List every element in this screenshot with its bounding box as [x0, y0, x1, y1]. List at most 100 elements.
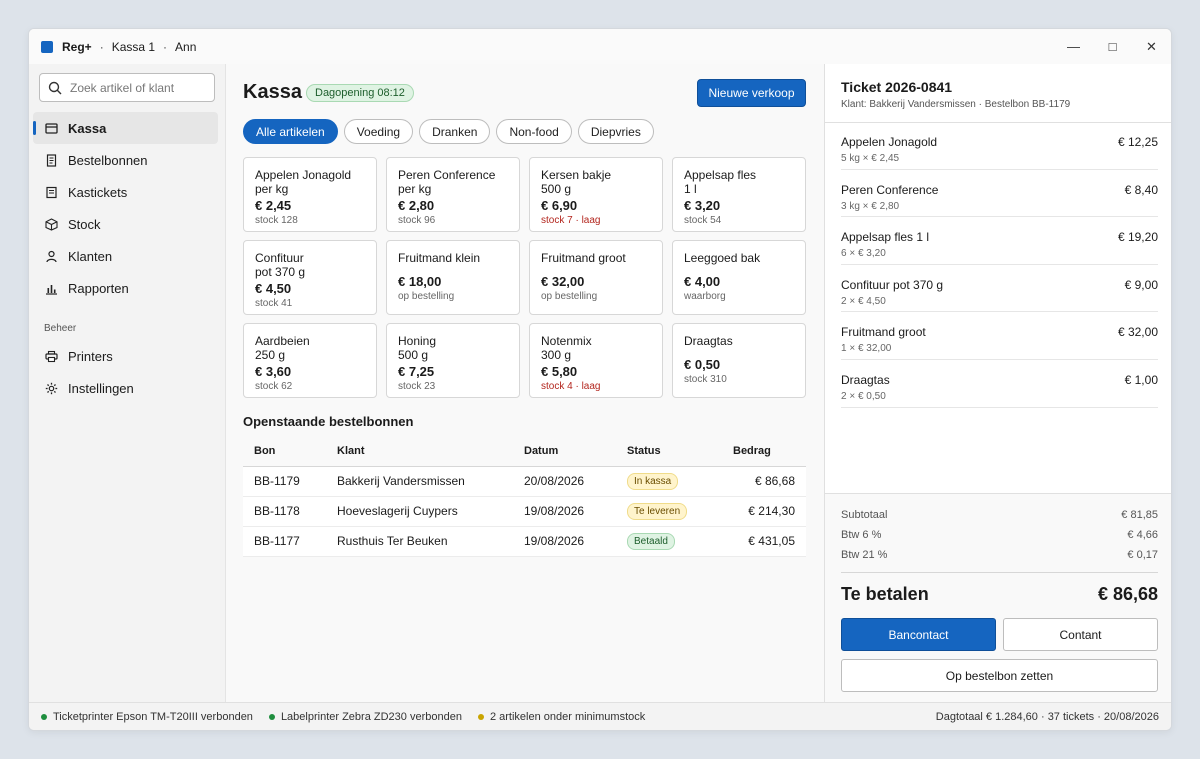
- user-name: Ann: [175, 39, 197, 54]
- line-detail: 2 × € 4,50: [841, 295, 886, 307]
- product-stock: waarborg: [684, 291, 726, 302]
- ticket-line[interactable]: Confituur pot 370 g 2 × € 4,50 € 9,00: [841, 265, 1158, 313]
- product-stock: op bestelling: [398, 291, 455, 302]
- table-row[interactable]: BB-1178 Hoeveslagerij Cuypers 19/08/2026…: [243, 496, 806, 527]
- order-date: 20/08/2026: [513, 466, 616, 497]
- total-value: € 86,68: [1097, 584, 1158, 604]
- day-total: Dagtotaal € 1.284,60 · 37 tickets · 20/0…: [935, 711, 1159, 723]
- column-header-bedrag[interactable]: Bedrag: [722, 436, 806, 467]
- product-grid: Appelen Jonagold per kg € 2,45 stock 128 P…: [243, 157, 806, 398]
- product-card[interactable]: Fruitmand groot € 32,00 op bestelling: [529, 240, 663, 315]
- table-row[interactable]: BB-1179 Bakkerij Vandersmissen 20/08/202…: [243, 466, 806, 497]
- search-input[interactable]: [70, 80, 200, 95]
- ticket-line[interactable]: Draagtas 2 × € 0,50 € 1,00: [841, 360, 1158, 408]
- search-box[interactable]: [39, 73, 215, 102]
- product-stock-low: stock 7 · laag: [541, 215, 601, 226]
- product-name: Appelsap fles 1 l: [684, 168, 757, 196]
- ticket-line[interactable]: Appelen Jonagold 5 kg × € 2,45 € 12,25: [841, 122, 1158, 170]
- table-header-row: Bon Klant Datum Status Bedrag: [243, 436, 806, 467]
- line-name: Peren Conference: [841, 182, 939, 197]
- new-sale-button[interactable]: Nieuwe verkoop: [697, 79, 806, 107]
- warning-dot-icon: [477, 713, 484, 720]
- sidebar-item-klanten[interactable]: Klanten: [33, 240, 218, 272]
- filter-chip-dranken[interactable]: Dranken: [419, 119, 491, 144]
- order-status-cell: In kassa: [616, 466, 722, 497]
- product-card[interactable]: Kersen bakje 500 g € 6,90 stock 7 · laag: [529, 157, 663, 232]
- open-orders-title: Openstaande bestelbonnen: [243, 414, 414, 429]
- put-on-order-button[interactable]: Op bestelbon zetten: [841, 659, 1158, 692]
- order-id: BB-1178: [243, 496, 326, 527]
- ticket-lines: Appelen Jonagold 5 kg × € 2,45 € 12,25 Per…: [841, 122, 1158, 408]
- product-card[interactable]: Notenmix 300 g € 5,80 stock 4 · laag: [529, 323, 663, 398]
- line-amount: € 9,00: [1124, 277, 1158, 292]
- sidebar-item-stock[interactable]: Stock: [33, 208, 218, 240]
- sidebar-item-rapporten[interactable]: Rapporten: [33, 272, 218, 304]
- sidebar-item-kastickets[interactable]: Kastickets: [33, 176, 218, 208]
- box-icon: [45, 217, 58, 231]
- column-header-status[interactable]: Status: [616, 436, 722, 467]
- order-status-cell: Te leveren: [616, 496, 722, 527]
- pay-cash-button[interactable]: Contant: [1003, 618, 1158, 651]
- product-name: Leeggoed bak: [684, 251, 761, 265]
- ticket-line[interactable]: Fruitmand groot 1 × € 32,00 € 32,00: [841, 312, 1158, 360]
- vat6-row: Btw 6 % € 4,66: [841, 529, 1158, 541]
- line-amount: € 8,40: [1124, 182, 1158, 197]
- product-card[interactable]: Draagtas € 0,50 stock 310: [672, 323, 806, 398]
- line-detail: 6 × € 3,20: [841, 248, 886, 260]
- line-detail: 3 kg × € 2,80: [841, 200, 900, 212]
- close-button[interactable]: ✕: [1146, 38, 1157, 54]
- open-orders-table: Bon Klant Datum Status Bedrag BB-1179 Ba…: [243, 436, 806, 557]
- product-card[interactable]: Aardbeien 250 g € 3,60 stock 62: [243, 323, 377, 398]
- ticket-line[interactable]: Appelsap fles 1 l 6 × € 3,20 € 19,20: [841, 217, 1158, 265]
- divider: [825, 122, 1171, 123]
- filter-chip-non-food[interactable]: Non-food: [496, 119, 572, 144]
- sidebar-item-bestelbonnen[interactable]: Bestelbonnen: [33, 144, 218, 176]
- vat21-value: € 0,17: [1127, 549, 1158, 561]
- ticket-summary: Subtotaal € 81,85 Btw 6 % € 4,66 Btw 21 % €…: [825, 493, 1171, 704]
- order-amount: € 431,05: [722, 526, 806, 557]
- product-card[interactable]: Honing 500 g € 7,25 stock 23: [386, 323, 520, 398]
- sidebar-item-kassa[interactable]: Kassa: [33, 112, 218, 144]
- maximize-button[interactable]: □: [1108, 39, 1117, 54]
- table-row[interactable]: BB-1177 Rusthuis Ter Beuken 19/08/2026 B…: [243, 526, 806, 557]
- pay-bancontact-button[interactable]: Bancontact: [841, 618, 996, 651]
- sidebar-item-printers[interactable]: Printers: [33, 340, 218, 372]
- product-card[interactable]: Leeggoed bak € 4,00 waarborg: [672, 240, 806, 315]
- line-amount: € 1,00: [1124, 372, 1158, 387]
- product-name: Fruitmand groot: [541, 251, 626, 265]
- filter-chip-diepvries[interactable]: Diepvries: [577, 119, 654, 144]
- line-amount: € 32,00: [1117, 325, 1158, 340]
- status-bar: Ticketprinter Epson TM-T20III verbonden …: [29, 702, 1171, 730]
- product-stock: stock 62: [255, 381, 293, 392]
- product-card[interactable]: Confituur pot 370 g € 4,50 stock 41: [243, 240, 377, 315]
- divider: [841, 572, 1158, 573]
- product-name: Aardbeien 250 g: [255, 334, 310, 362]
- column-header-klant[interactable]: Klant: [326, 436, 513, 467]
- product-price: € 18,00: [398, 274, 442, 289]
- product-card[interactable]: Appelsap fles 1 l € 3,20 stock 54: [672, 157, 806, 232]
- filter-chip-voeding[interactable]: Voeding: [343, 119, 414, 144]
- line-name: Confituur pot 370 g: [841, 277, 944, 292]
- status-low-stock[interactable]: 2 artikelen onder minimumstock: [477, 711, 645, 723]
- ticket-line[interactable]: Peren Conference 3 kg × € 2,80 € 8,40: [841, 170, 1158, 218]
- product-stock: stock 23: [398, 381, 436, 392]
- sidebar-item-label: Kassa: [68, 120, 107, 136]
- minimize-button[interactable]: —: [1067, 39, 1080, 54]
- product-card[interactable]: Appelen Jonagold per kg € 2,45 stock 128: [243, 157, 377, 232]
- column-header-datum[interactable]: Datum: [513, 436, 616, 467]
- filter-chip-all[interactable]: Alle artikelen: [243, 119, 338, 144]
- product-name: Honing 500 g: [398, 334, 437, 362]
- sidebar-item-label: Kastickets: [68, 184, 128, 200]
- product-card[interactable]: Fruitmand klein € 18,00 op bestelling: [386, 240, 520, 315]
- product-stock: stock 128: [255, 215, 298, 226]
- line-amount: € 19,20: [1117, 230, 1158, 245]
- line-detail: 2 × € 0,50: [841, 390, 886, 402]
- product-stock: op bestelling: [541, 291, 598, 302]
- sidebar-item-instellingen[interactable]: Instellingen: [33, 372, 218, 404]
- ticket-panel: Ticket 2026-0841 Klant: Bakkerij Vanders…: [824, 64, 1171, 704]
- product-stock-low: stock 4 · laag: [541, 381, 601, 392]
- column-header-bon[interactable]: Bon: [243, 436, 326, 467]
- product-card[interactable]: Peren Conference per kg € 2,80 stock 96: [386, 157, 520, 232]
- day-opening-badge: Dagopening 08:12: [306, 84, 414, 102]
- gear-icon: [45, 382, 58, 394]
